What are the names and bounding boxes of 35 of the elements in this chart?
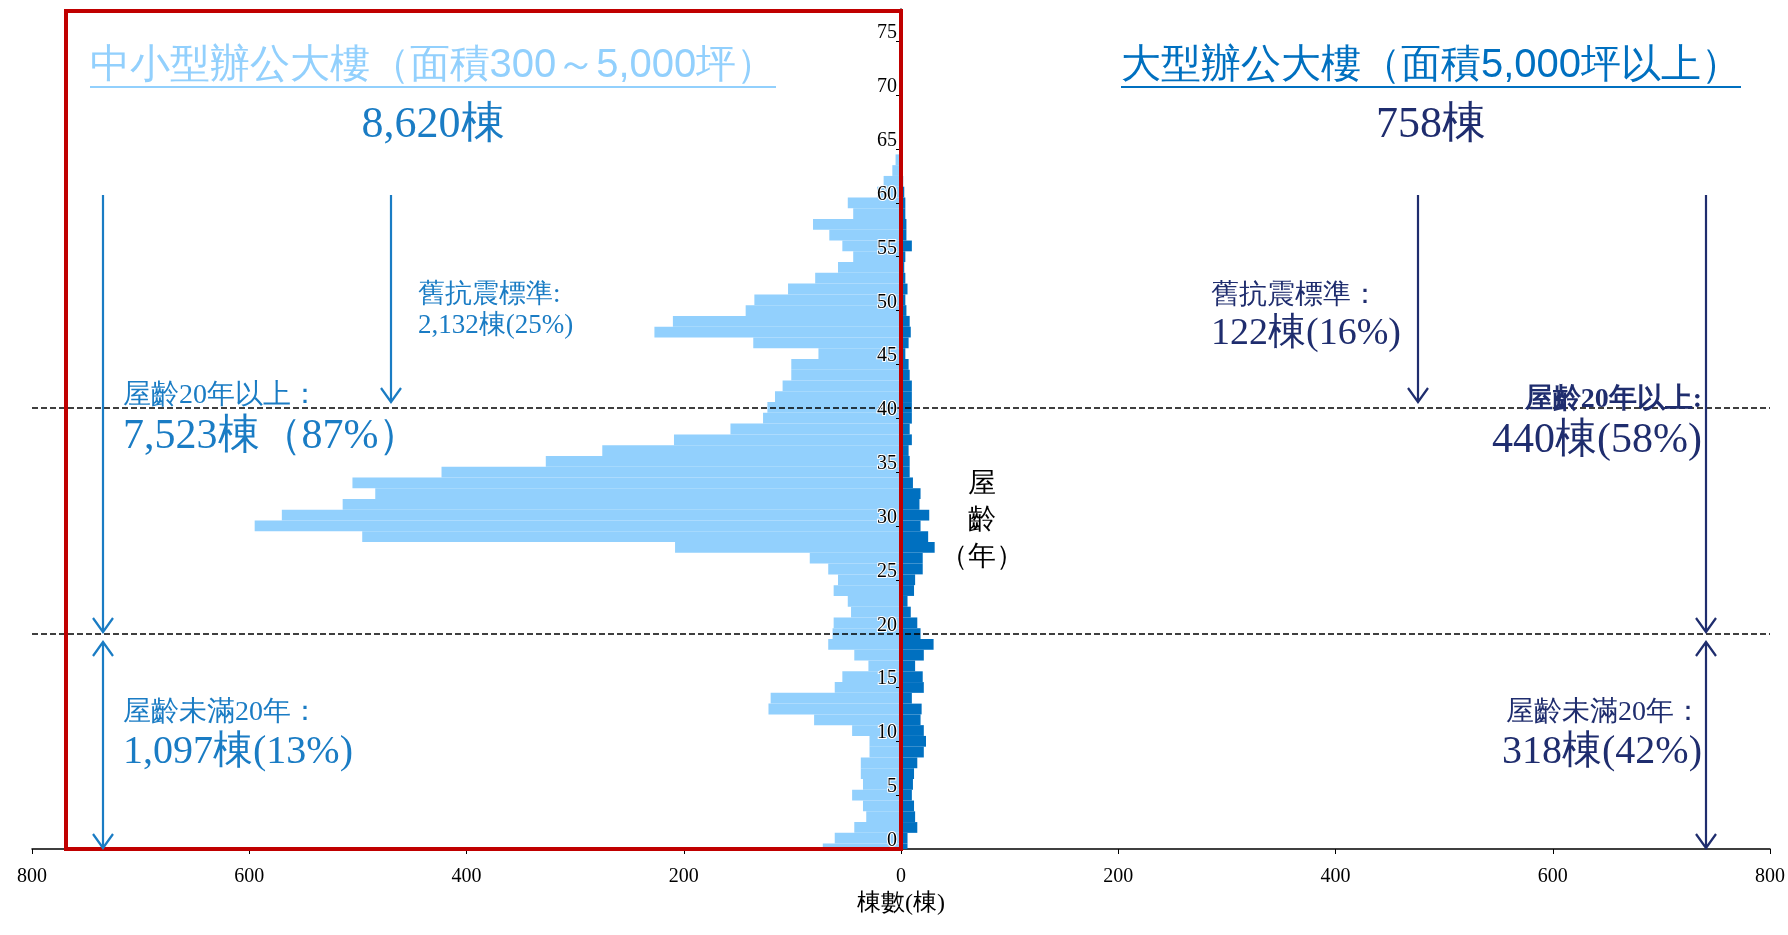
y-tick-label: 45: [877, 343, 897, 366]
y-tick-label: 60: [877, 181, 897, 204]
x-tick-label: 600: [1537, 864, 1568, 886]
annotation: 758棟: [1376, 98, 1486, 149]
text: 中小型辦公大樓（面積300～5,000坪）: [89, 40, 777, 88]
y-tick-label: 15: [877, 666, 897, 689]
y-axis-title: 屋齡（年）: [940, 466, 1024, 573]
x-tick-label: 200: [668, 864, 699, 886]
annotation: 屋齡20年以上： 7,523棟（87%）: [123, 378, 421, 459]
annotation: 屋齡20年以上: 440棟(58%): [1492, 382, 1702, 463]
y-tick-label: 70: [877, 74, 897, 97]
annotation: 屋齡未滿20年： 1,097棟(13%): [123, 695, 353, 774]
y-tick-label: 50: [877, 289, 897, 312]
x-tick-label: 600: [234, 864, 265, 886]
y-tick-label: 55: [877, 235, 897, 258]
annotation: 舊抗震標準： 122棟(16%): [1211, 278, 1401, 354]
x-tick-label: 800: [17, 864, 47, 886]
y-tick-label: 5: [887, 774, 897, 797]
y-tick-label: 30: [877, 504, 897, 527]
y-tick-label: 25: [877, 558, 897, 581]
x-axis-title: 棟數(棟): [857, 888, 945, 915]
text: 大型辦公大樓（面積5,000坪以上）: [1121, 40, 1742, 88]
y-tick-label: 20: [877, 612, 897, 635]
annotation: 舊抗震標準: 2,132棟(25%): [418, 278, 574, 341]
y-tick-label: 35: [877, 451, 897, 474]
x-tick-label: 800: [1755, 864, 1785, 886]
y-tick-label: 0: [887, 828, 897, 850]
y-tick-label: 75: [877, 20, 897, 43]
annotation: 屋齡未滿20年： 318棟(42%): [1502, 695, 1702, 774]
y-tick-label: 10: [877, 720, 897, 743]
annotation: 8,620棟: [361, 98, 505, 149]
x-tick-label: 400: [451, 864, 482, 886]
x-tick-label: 400: [1320, 864, 1351, 886]
y-tick-label: 65: [877, 128, 897, 150]
x-tick-label: 200: [1103, 864, 1134, 886]
